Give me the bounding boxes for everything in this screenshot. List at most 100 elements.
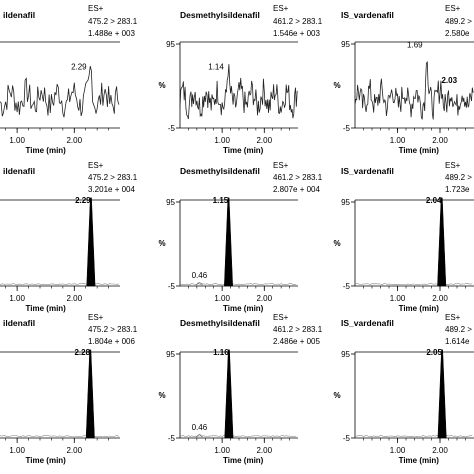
chromatogram-panel: Desmethylsildenafil ES+ 461.2 > 283.1 2.807… — [158, 161, 322, 313]
minor-peak-mark — [196, 282, 203, 286]
mrm-transition: 461.2 > 283.1 — [273, 325, 323, 334]
x-tick-label: 1.00 — [214, 136, 230, 145]
x-tick-label: 1.00 — [214, 446, 230, 455]
y-axis-label: % — [333, 81, 340, 90]
x-tick-label: 2.00 — [256, 136, 272, 145]
max-intensity: 2.807e + 004 — [273, 185, 320, 194]
peak-label: 2.03 — [441, 76, 457, 85]
y-tick-label: 95 — [166, 350, 175, 359]
panel-title: ildenafil — [3, 166, 35, 176]
y-axis-label: % — [158, 239, 165, 248]
max-intensity: 1.614e — [445, 337, 470, 346]
panel-title: IS_vardenafil — [341, 318, 394, 328]
mrm-transition: 489.2 > 283.1 — [445, 173, 474, 182]
peak-label: 0.46 — [192, 271, 208, 280]
x-axis-label: Time (min) — [399, 146, 440, 155]
peak-label: 1.69 — [407, 41, 423, 50]
peak-label: 2.05 — [426, 348, 442, 357]
panel-title: Desmethylsildenafil — [180, 166, 260, 176]
ionization-mode: ES+ — [88, 161, 104, 170]
x-tick-label: 2.00 — [256, 294, 272, 303]
y-tick-label: -5 — [168, 282, 176, 291]
baseline-trace — [354, 283, 473, 286]
peak-mark — [86, 197, 96, 287]
y-axis-label: % — [158, 391, 165, 400]
ionization-mode: ES+ — [445, 4, 461, 13]
y-axis-label: % — [158, 81, 165, 90]
y-tick-label: 95 — [166, 40, 175, 49]
x-tick-label: 1.00 — [9, 294, 25, 303]
ionization-mode: ES+ — [88, 4, 104, 13]
max-intensity: 1.804e + 006 — [88, 337, 135, 346]
x-tick-label: 1.00 — [9, 136, 25, 145]
minor-peak-mark — [196, 434, 203, 438]
y-tick-label: 95 — [341, 40, 350, 49]
mrm-transition: 461.2 > 283.1 — [273, 17, 323, 26]
baseline-trace — [179, 283, 297, 286]
x-tick-label: 2.00 — [66, 294, 82, 303]
x-tick-label: 1.00 — [390, 294, 406, 303]
max-intensity: 2.486e + 005 — [273, 337, 320, 346]
x-axis-label: Time (min) — [399, 456, 440, 465]
y-tick-label: 95 — [341, 350, 350, 359]
x-tick-label: 2.00 — [66, 446, 82, 455]
y-tick-label: -5 — [343, 282, 351, 291]
mrm-transition: 489.2 > 283.1 — [445, 325, 474, 334]
max-intensity: 1.488e + 003 — [88, 29, 135, 38]
panel-title: ildenafil — [3, 318, 35, 328]
chromatogram-trace — [179, 64, 298, 120]
x-tick-label: 1.00 — [214, 294, 230, 303]
chromatogram-panel: IS_vardenafil ES+ 489.2 > 283.1 1.614e 95 -5%… — [333, 313, 474, 465]
panel-title: IS_vardenafil — [341, 166, 394, 176]
chromatogram-panel: ildenafil ES+ 475.2 > 283.1 3.201e + 004 1.0… — [0, 161, 138, 313]
baseline-trace — [354, 435, 473, 438]
x-axis-label: Time (min) — [223, 304, 264, 313]
peak-label: 2.29 — [71, 62, 87, 71]
y-tick-label: -5 — [343, 434, 351, 443]
x-tick-label: 1.00 — [390, 136, 406, 145]
panel-title: IS_vardenafil — [341, 10, 394, 20]
mrm-transition: 475.2 > 283.1 — [88, 173, 138, 182]
y-tick-label: -5 — [168, 434, 176, 443]
baseline-trace — [0, 435, 119, 438]
baseline-trace — [179, 435, 297, 438]
x-tick-label: 1.00 — [9, 446, 25, 455]
x-axis-label: Time (min) — [26, 146, 67, 155]
peak-label: 1.16 — [213, 348, 229, 357]
panel-title: ildenafil — [3, 10, 35, 20]
peak-mark — [224, 197, 233, 287]
max-intensity: 2.580e — [445, 29, 470, 38]
panel-title: Desmethylsildenafil — [180, 318, 260, 328]
x-axis-label: Time (min) — [223, 456, 264, 465]
x-tick-label: 2.00 — [432, 294, 448, 303]
x-tick-label: 2.00 — [432, 446, 448, 455]
mrm-transition: 461.2 > 283.1 — [273, 173, 323, 182]
ionization-mode: ES+ — [273, 4, 289, 13]
mrm-transition: 475.2 > 283.1 — [88, 17, 138, 26]
peak-label: 2.29 — [75, 196, 91, 205]
max-intensity: 1.546e + 003 — [273, 29, 320, 38]
peak-mark — [437, 349, 447, 439]
x-tick-label: 2.00 — [432, 136, 448, 145]
x-axis-label: Time (min) — [399, 304, 440, 313]
x-axis-label: Time (min) — [223, 146, 264, 155]
mrm-transition: 489.2 > 283.1 — [445, 17, 474, 26]
y-tick-label: -5 — [168, 124, 176, 133]
max-intensity: 3.201e + 004 — [88, 185, 135, 194]
panel-title: Desmethylsildenafil — [180, 10, 260, 20]
ionization-mode: ES+ — [88, 313, 104, 322]
chromatogram-panel: Desmethylsildenafil ES+ 461.2 > 283.1 2.486… — [158, 313, 322, 465]
x-axis-label: Time (min) — [26, 456, 67, 465]
peak-mark — [224, 349, 234, 439]
peak-label: 1.15 — [213, 196, 229, 205]
peak-label: 2.28 — [74, 348, 90, 357]
baseline-trace — [0, 283, 119, 286]
x-axis-label: Time (min) — [26, 304, 67, 313]
chromatogram-panel: ildenafil ES+ 475.2 > 283.1 1.488e + 003 1.0… — [0, 4, 138, 155]
chromatogram-trace — [0, 66, 120, 118]
chromatogram-panel: IS_vardenafil ES+ 489.2 > 283.1 1.723e 95 -5%… — [333, 161, 474, 313]
ionization-mode: ES+ — [445, 313, 461, 322]
peak-label: 1.14 — [208, 62, 224, 71]
chromatogram-panel: IS_vardenafil ES+ 489.2 > 283.1 2.580e 95 -5%… — [333, 4, 474, 155]
